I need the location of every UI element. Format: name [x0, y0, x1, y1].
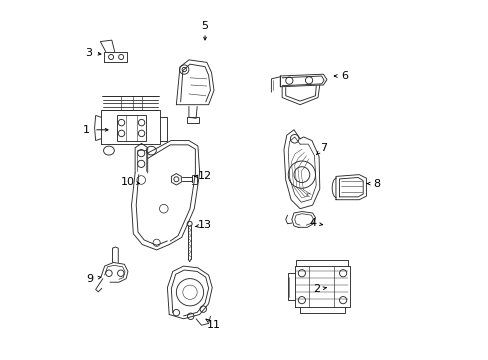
Text: 10: 10	[121, 177, 135, 187]
Text: 1: 1	[83, 125, 90, 135]
Text: 4: 4	[308, 218, 316, 228]
Text: 8: 8	[373, 179, 380, 189]
Bar	[187, 117, 198, 123]
Text: 3: 3	[85, 48, 92, 58]
Text: 6: 6	[341, 71, 347, 81]
Text: 11: 11	[206, 320, 221, 330]
Text: 12: 12	[198, 171, 212, 181]
Text: 13: 13	[198, 220, 212, 230]
Text: 9: 9	[86, 274, 94, 284]
Bar	[117, 116, 145, 140]
Text: 5: 5	[201, 21, 208, 31]
Text: 7: 7	[319, 143, 326, 153]
Text: 2: 2	[312, 284, 319, 294]
